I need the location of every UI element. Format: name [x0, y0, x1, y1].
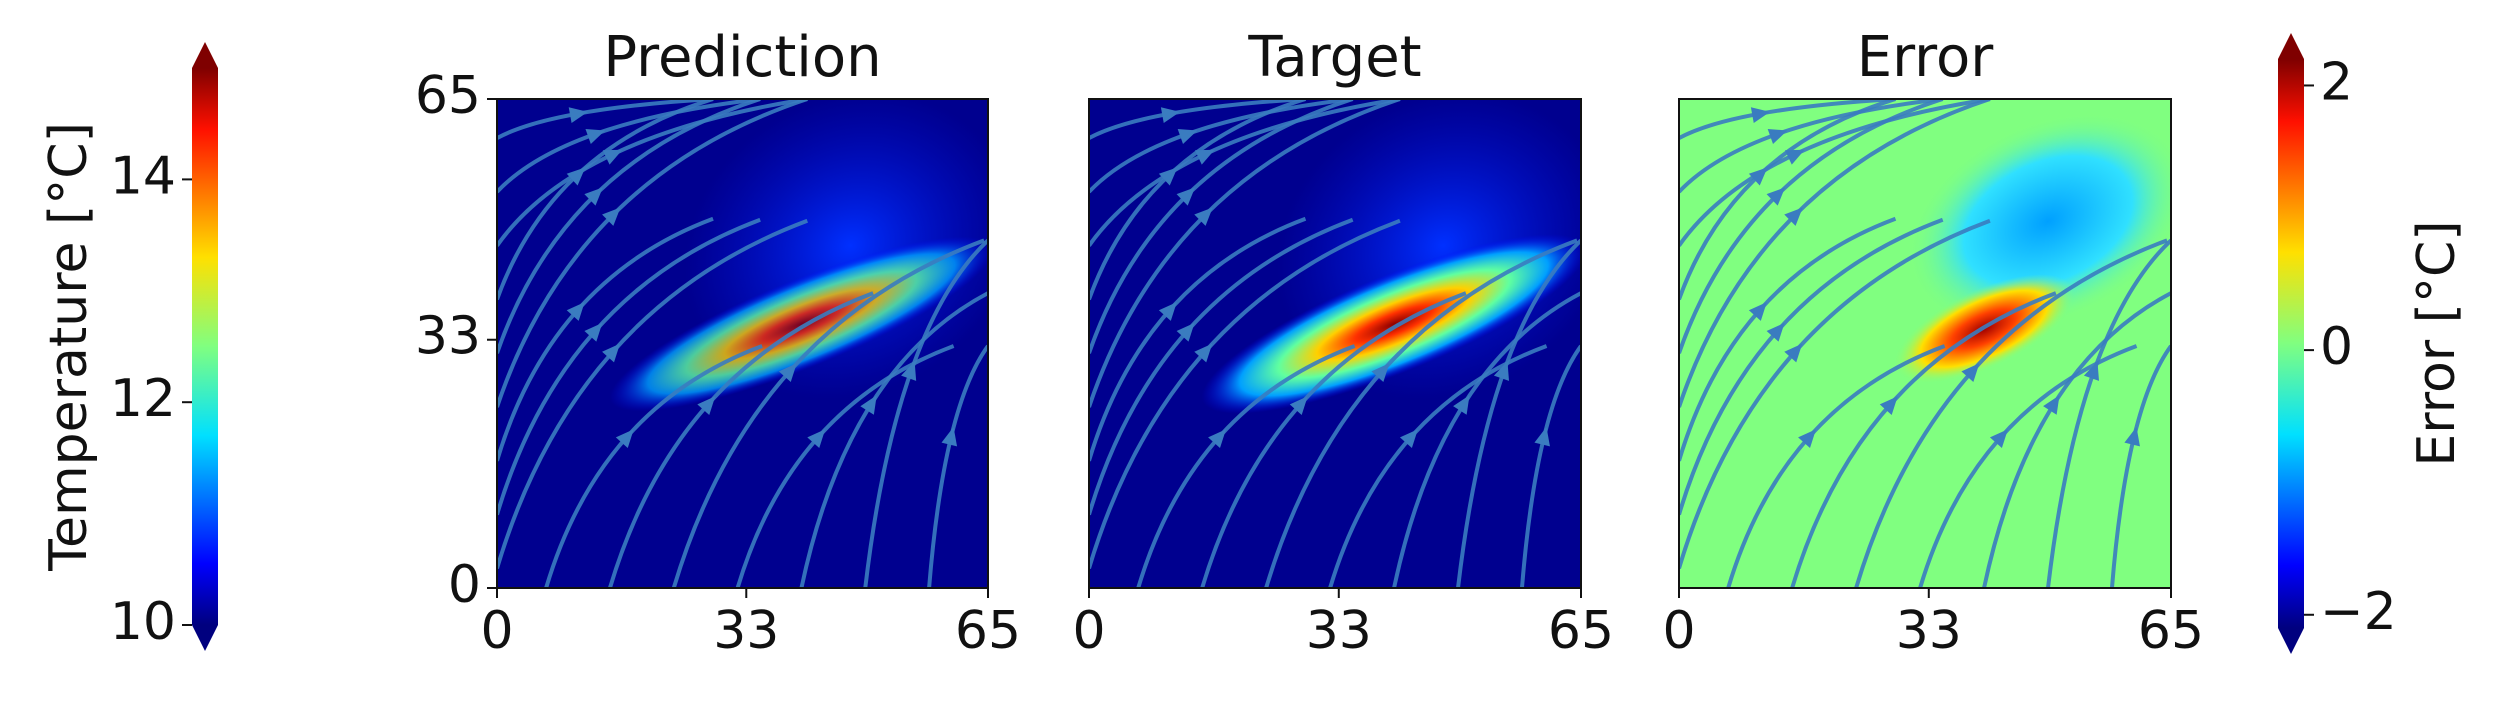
streamline-arrow — [1194, 207, 1213, 226]
streamline-arrow — [2083, 361, 2099, 381]
x-tick-label: 0 — [480, 601, 513, 661]
streamline-arrow — [566, 167, 586, 186]
colorbar — [2278, 59, 2304, 628]
x-tick-label: 65 — [2138, 601, 2204, 661]
streamline-arrow — [1158, 167, 1178, 186]
streamline-arrow — [1748, 302, 1767, 321]
colorbar-label: Temperature [°C] — [39, 122, 99, 572]
panel-title: Error — [1857, 25, 1994, 90]
colorbar-tick-label: −2 — [2320, 582, 2397, 642]
colorbar-tick-label: 14 — [110, 146, 176, 206]
streamline-arrow — [584, 187, 603, 206]
streamline-arrow — [1158, 302, 1177, 321]
x-tick-label: 65 — [1548, 601, 1614, 661]
streamline-arrow — [1784, 343, 1803, 363]
streamline-arrow — [1289, 396, 1308, 416]
streamline-arrow — [566, 302, 585, 321]
streamline-arrow — [615, 429, 634, 449]
streamline-arrow — [1194, 149, 1215, 165]
streamline-arrow — [1766, 322, 1785, 342]
colorbar-tick-label: 2 — [2320, 52, 2353, 112]
colorbar-extend — [192, 625, 218, 651]
heatmap-field — [1679, 99, 2171, 588]
panel-title: Target — [1247, 25, 1421, 90]
streamline-arrow — [1748, 167, 1768, 186]
streamline-arrow — [1493, 361, 1509, 381]
streamline-arrow — [2124, 427, 2140, 447]
streamline-arrow — [602, 343, 621, 363]
streamline-arrow — [807, 429, 826, 449]
axes-frame — [496, 98, 989, 589]
streamline-arrow — [1194, 343, 1213, 363]
streamline-arrow — [1399, 429, 1418, 449]
panel-title: Prediction — [603, 25, 881, 90]
streamline-arrow — [1989, 429, 2008, 449]
streamline-arrow — [568, 107, 588, 123]
colorbar-extend — [2278, 33, 2304, 59]
streamline-arrow — [1453, 395, 1470, 415]
streamline-arrow — [602, 149, 623, 165]
streamline-arrow — [1879, 396, 1898, 416]
streamline-arrow — [1750, 107, 1771, 123]
y-tick-label: 65 — [415, 66, 481, 126]
streamline-arrow — [1208, 429, 1227, 449]
colorbar-tick-label: 0 — [2320, 317, 2353, 377]
streamline-arrow — [1534, 427, 1550, 447]
streamline-arrow — [860, 395, 877, 415]
x-tick-label: 0 — [1662, 601, 1695, 661]
x-tick-label: 33 — [1896, 601, 1962, 661]
x-tick-label: 65 — [955, 601, 1021, 661]
axes-frame — [1678, 98, 2172, 589]
streamline-arrow — [1784, 149, 1805, 165]
x-tick-label: 33 — [1306, 601, 1372, 661]
heatmap-plume — [1201, 234, 1581, 414]
streamline-arrow — [1371, 363, 1390, 382]
heatmap-field — [497, 99, 988, 588]
colorbar-tick-label: 12 — [110, 369, 176, 429]
colorbar-extend — [2278, 628, 2304, 654]
streamline-arrow — [1766, 187, 1786, 206]
streamline-arrow — [778, 363, 797, 382]
streamline-arrow — [1177, 128, 1198, 145]
streamline-arrow — [585, 128, 606, 145]
streamline-arrow — [941, 426, 958, 447]
streamline-arrow — [584, 322, 603, 342]
streamline-arrow — [1767, 128, 1788, 145]
x-tick-label: 0 — [1072, 601, 1105, 661]
y-tick-label: 33 — [415, 307, 481, 367]
streamline-arrow — [1160, 107, 1181, 123]
streamline-arrow — [2043, 395, 2060, 415]
streamline-arrow — [1798, 429, 1817, 449]
heatmap-field — [1089, 99, 1581, 588]
y-tick-label: 0 — [448, 555, 481, 615]
streamline-arrow — [602, 207, 621, 226]
colorbar-extend — [192, 42, 218, 68]
x-tick-label: 33 — [713, 601, 779, 661]
streamline-arrow — [1176, 187, 1196, 206]
axes-frame — [1088, 98, 1582, 589]
streamline-arrow — [1784, 207, 1803, 226]
streamline-arrow — [697, 396, 716, 416]
colorbar-tick-label: 10 — [110, 592, 176, 652]
colorbar-label: Error [°C] — [2407, 220, 2467, 466]
streamline-arrow — [1961, 363, 1980, 382]
heatmap-error-negative — [1907, 112, 2171, 330]
streamline-arrow — [1176, 322, 1195, 342]
colorbar — [192, 68, 218, 625]
streamline-arrow — [901, 361, 917, 381]
